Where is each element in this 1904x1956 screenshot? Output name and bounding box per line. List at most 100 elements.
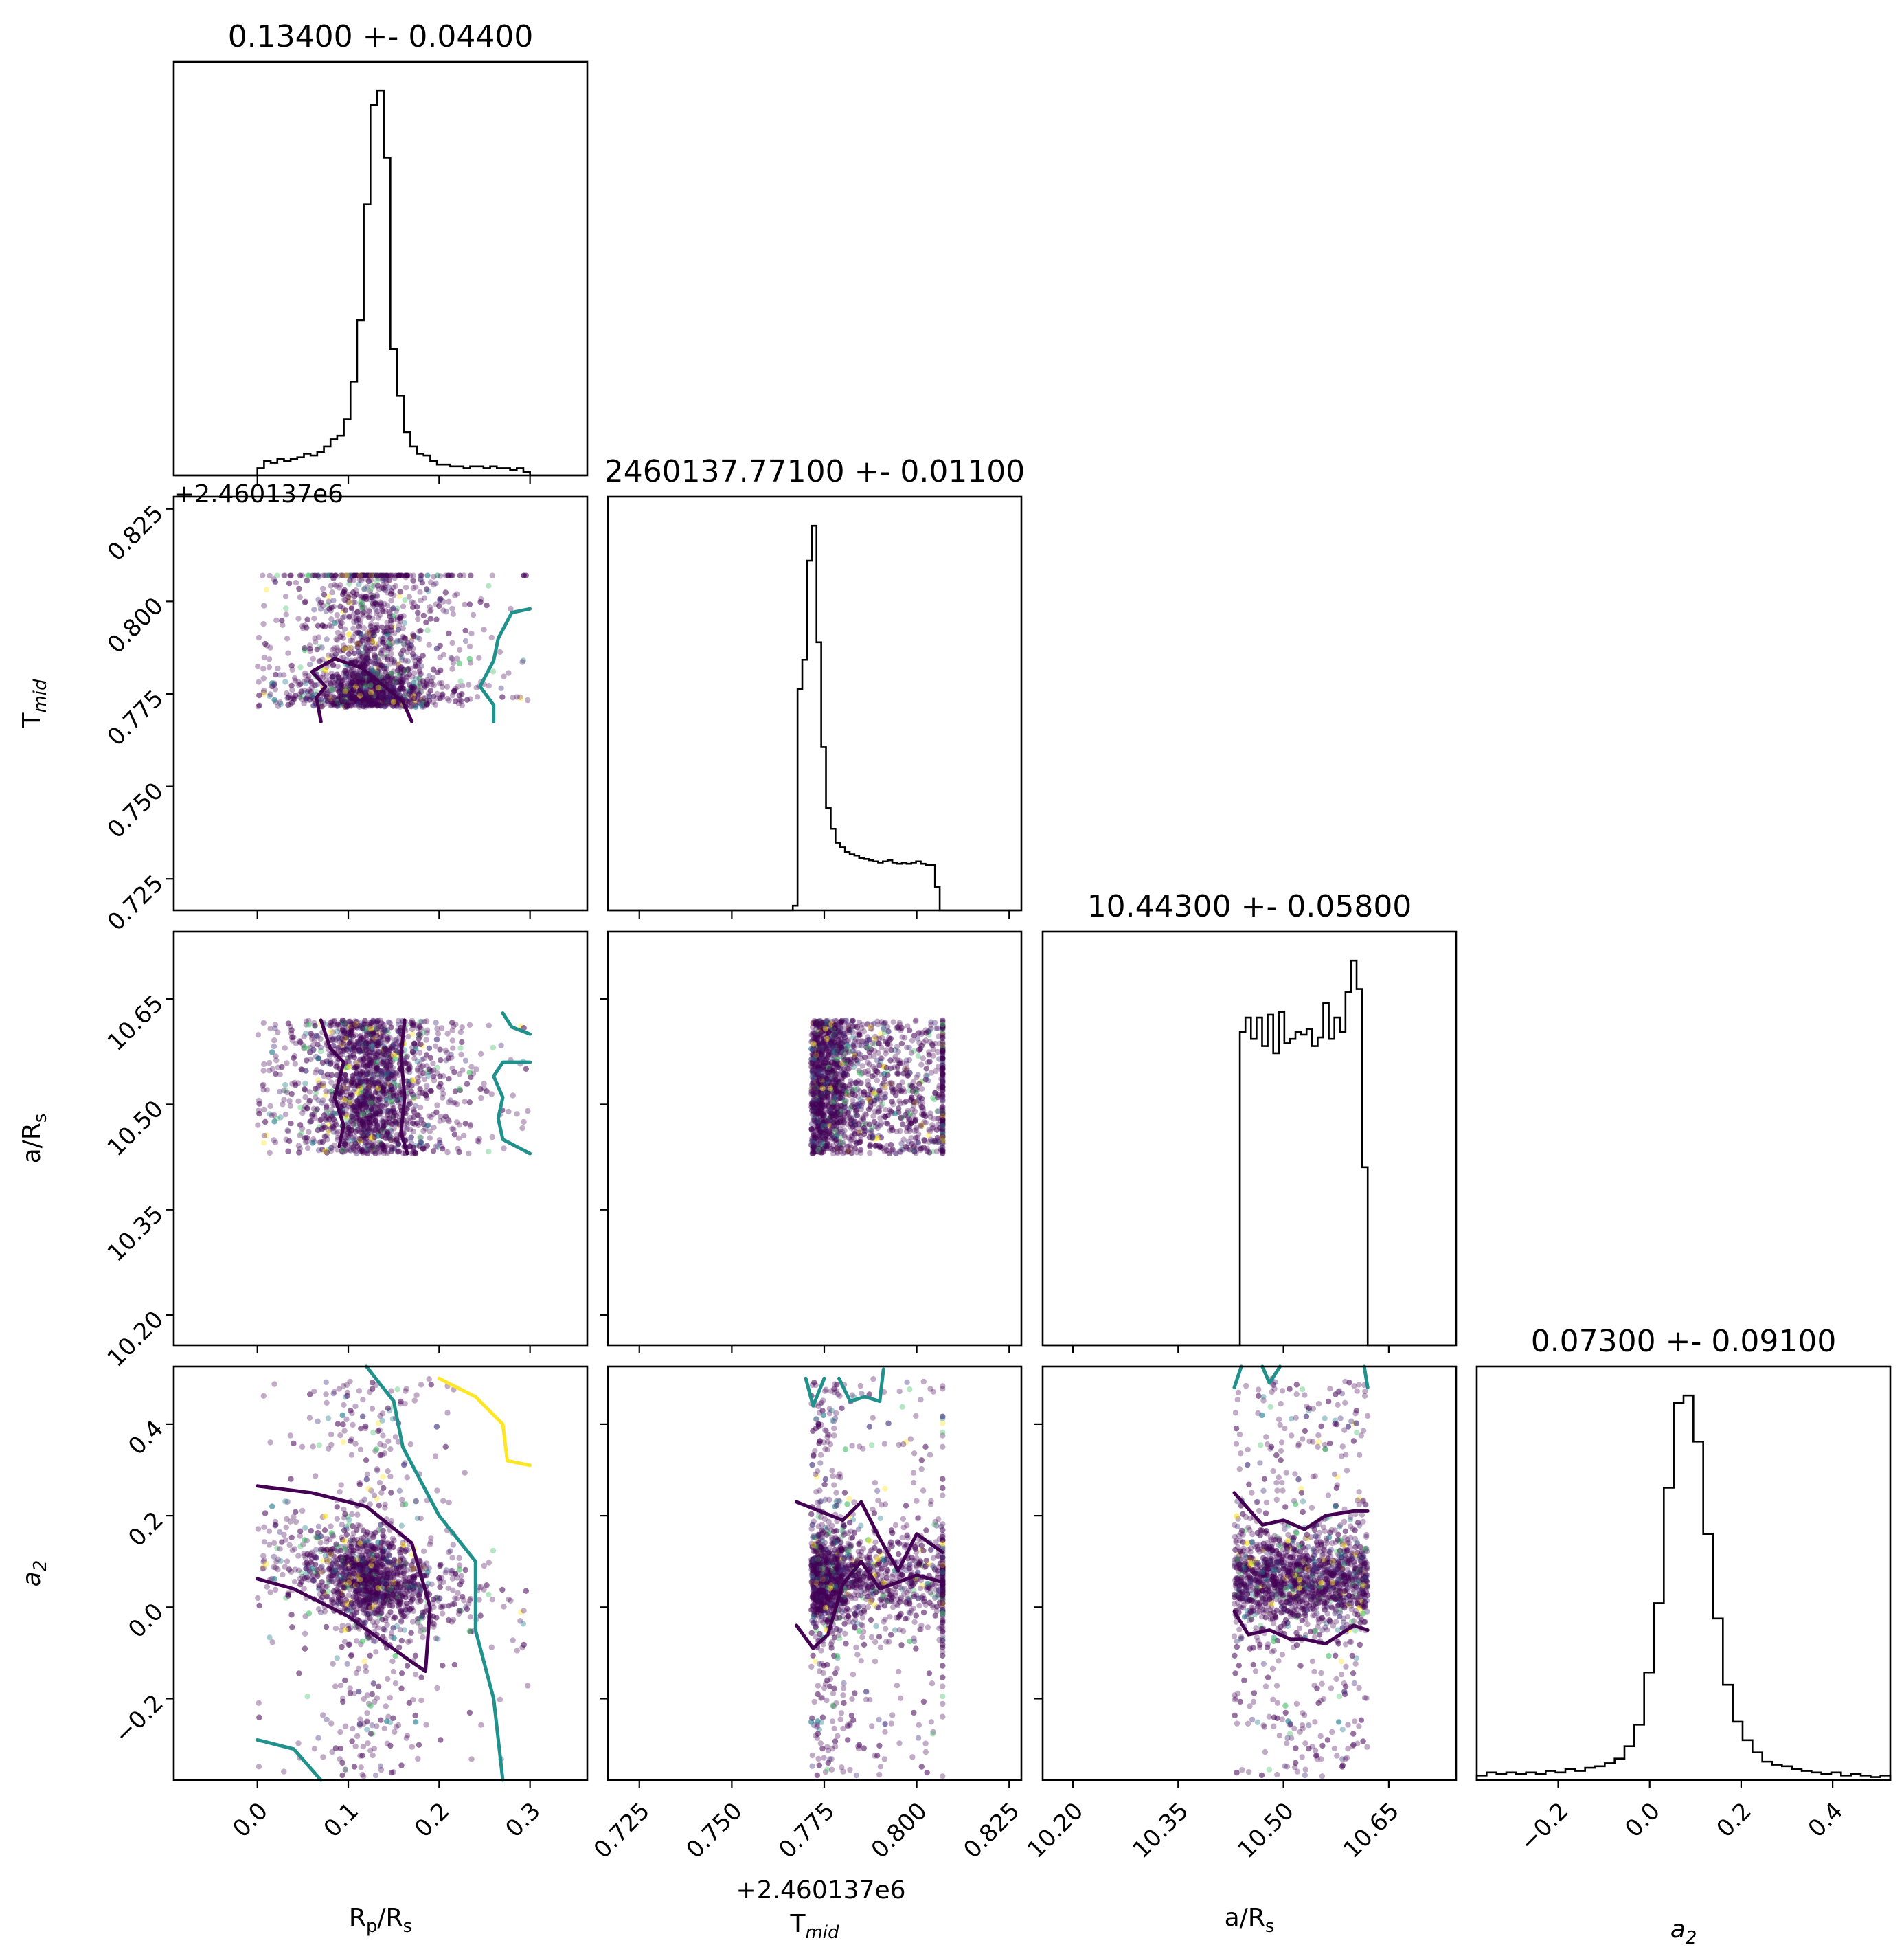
sample-point-tmid-rp (365, 614, 372, 620)
sample-point-ars-rp (256, 1101, 262, 1107)
sample-point-tmid-rp (279, 617, 285, 624)
sample-point-tmid-rp (340, 609, 346, 615)
sample-point-tmid-rp (378, 662, 385, 669)
sample-point-tmid-rp (261, 687, 267, 694)
sample-point-ars-rp (486, 1022, 492, 1028)
sample-point-tmid-rp (397, 589, 403, 595)
sample-point-ars-rp (433, 1109, 440, 1116)
sample-point-tmid-rp (387, 636, 394, 642)
sample-point-ars-rp (339, 1089, 345, 1096)
sample-point-tmid-rp (346, 613, 352, 620)
sample-point-ars-rp (466, 1150, 472, 1157)
sample-point-tmid-rp (312, 635, 318, 641)
sample-point-tmid-rp (374, 578, 380, 584)
sample-point-tmid-rp (343, 670, 350, 677)
sample-point-tmid-rp (363, 697, 370, 703)
sample-point-tmid-rp (423, 619, 429, 625)
sample-point-tmid-rp (353, 698, 359, 704)
sample-point-ars-rp (314, 1106, 320, 1112)
sample-point-tmid-rp (355, 675, 361, 681)
sample-point-tmid-rp (302, 645, 308, 651)
sample-point-tmid-rp (376, 701, 383, 707)
sample-point-tmid-rp (396, 572, 403, 578)
sample-point-tmid-rp (499, 694, 506, 700)
sample-point-tmid-rp (313, 689, 319, 695)
sample-point-ars-rp (343, 1046, 350, 1053)
sample-point-tmid-rp (365, 572, 372, 578)
sample-point-ars-rp (260, 1068, 267, 1074)
sample-point-tmid-rp (400, 603, 407, 609)
sample-point-ars-rp (464, 1081, 471, 1087)
sample-point-ars-rp (383, 1101, 389, 1108)
sample-point-ars-rp (412, 1150, 418, 1156)
sample-point-tmid-rp (301, 678, 307, 685)
sample-point-tmid-rp (307, 648, 313, 655)
sample-point-tmid-rp (299, 697, 306, 703)
sample-point-tmid-rp (316, 658, 322, 664)
sample-point-tmid-rp (358, 599, 364, 605)
sample-point-ars-rp (407, 1126, 413, 1133)
sample-point-ars-rp (341, 1030, 348, 1036)
sample-point-ars-tmid (874, 1077, 881, 1083)
sample-point-ars-rp (328, 1020, 334, 1026)
sample-point-ars-rp (434, 1102, 440, 1108)
sample-point-ars-rp (445, 1055, 452, 1061)
sample-point-ars-rp (261, 1106, 267, 1113)
sample-point-tmid-rp (350, 625, 356, 631)
sample-point-ars-rp (288, 1027, 295, 1033)
sample-point-tmid-rp (380, 640, 386, 646)
sample-point-tmid-rp (387, 640, 394, 647)
sample-point-tmid-rp (315, 572, 321, 578)
sample-point-tmid-rp (366, 596, 373, 603)
sample-point-tmid-rp (371, 629, 377, 636)
sample-point-ars-rp (450, 1045, 456, 1051)
sample-point-tmid-rp (339, 614, 346, 621)
sample-point-tmid-rp (367, 572, 373, 578)
sample-point-ars-rp (374, 1019, 380, 1025)
sample-point-ars-rp (343, 1135, 349, 1141)
sample-point-tmid-rp (444, 695, 451, 702)
sample-point-tmid-rp (297, 681, 304, 687)
sample-point-tmid-rp (315, 572, 322, 578)
sample-point-ars-rp (324, 1071, 331, 1078)
sample-point-tmid-rp (403, 677, 409, 684)
sample-point-ars-rp (478, 1050, 484, 1057)
sample-point-tmid-rp (273, 699, 279, 705)
sample-point-ars-rp (365, 1127, 372, 1133)
sample-point-tmid-rp (486, 583, 492, 589)
sample-point-tmid-rp (332, 620, 338, 627)
sample-point-ars-rp (442, 1113, 449, 1120)
sample-point-ars-rp (354, 1097, 361, 1104)
sample-point-ars-rp (304, 1057, 310, 1064)
sample-point-ars-rp (372, 1118, 378, 1125)
sample-point-tmid-rp (356, 677, 363, 684)
sample-point-tmid-rp (497, 649, 503, 655)
sample-point-tmid-rp (296, 585, 302, 592)
sample-point-ars-rp (446, 1076, 452, 1082)
sample-point-tmid-rp (406, 594, 413, 600)
sample-point-tmid-rp (379, 690, 385, 697)
sample-point-tmid-rp (330, 597, 337, 604)
sample-point-tmid-rp (271, 697, 277, 703)
sample-point-tmid-rp (320, 572, 326, 578)
sample-point-ars-rp (415, 1112, 421, 1118)
sample-point-ars-rp (388, 1072, 395, 1078)
sample-point-tmid-rp (501, 673, 507, 679)
sample-point-tmid-rp (307, 646, 313, 652)
sample-point-tmid-rp (418, 701, 424, 708)
sample-point-tmid-rp (324, 671, 330, 678)
sample-point-ars-rp (260, 1020, 267, 1026)
sample-point-ars-rp (352, 1129, 359, 1135)
sample-point-ars-rp (380, 1084, 386, 1091)
sample-point-ars-rp (323, 1088, 329, 1094)
sample-point-tmid-rp (315, 634, 322, 640)
sample-point-tmid-rp (349, 677, 356, 683)
sample-point-ars-rp (344, 1126, 350, 1132)
sample-point-tmid-rp (356, 680, 363, 687)
sample-point-tmid-rp (374, 594, 381, 600)
sample-point-tmid-rp (260, 689, 267, 695)
sample-point-tmid-rp (363, 655, 369, 662)
sample-point-tmid-rp (374, 694, 381, 700)
sample-point-tmid-rp (409, 599, 415, 605)
sample-point-tmid-rp (462, 627, 468, 634)
